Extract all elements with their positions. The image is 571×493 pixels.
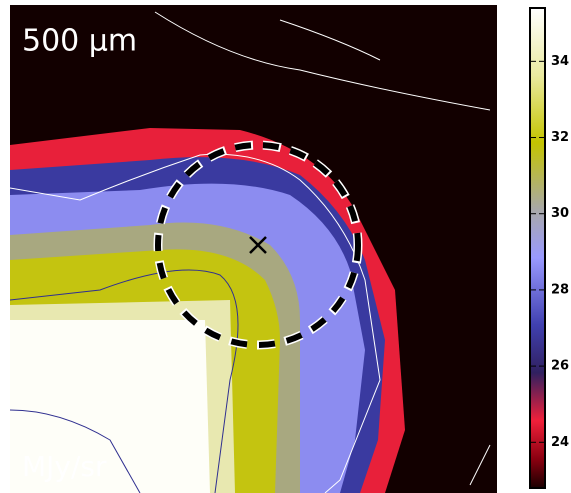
colorbar — [529, 7, 546, 489]
colorbar-tick-label: 28 — [551, 282, 569, 297]
colorbar-tick-label: 32 — [551, 130, 569, 145]
colorbar-ticks: 24 26 28 30 32 34 — [530, 54, 569, 450]
colorbar-tick-label: 24 — [551, 435, 569, 450]
map — [10, 5, 497, 493]
colorbar-tick-label: 30 — [551, 206, 569, 221]
unit-label: MJy/sr — [22, 450, 107, 483]
title: 500 μm — [22, 24, 137, 59]
colorbar-tick-label: 26 — [551, 359, 569, 374]
colorbar-tick-label: 34 — [551, 54, 569, 69]
